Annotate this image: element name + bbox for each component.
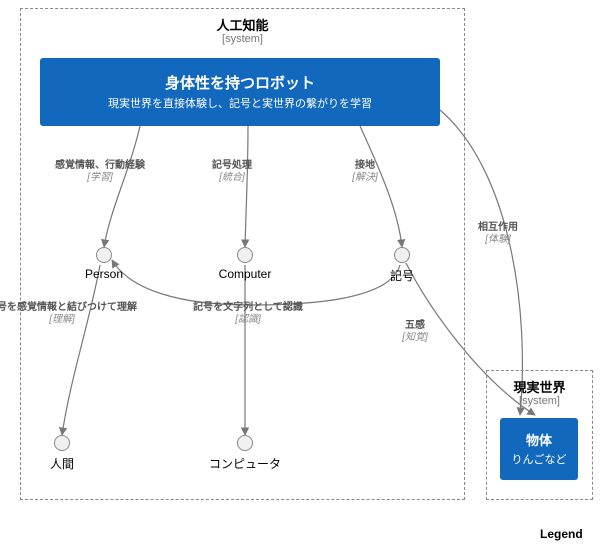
circle-computer bbox=[237, 247, 253, 263]
system-ai-title: 人工知能 bbox=[21, 15, 464, 34]
legend-label: Legend bbox=[540, 527, 583, 541]
circle-human-label: 人間 bbox=[12, 455, 112, 472]
circle-comp2-label: コンピュータ bbox=[195, 455, 295, 472]
node-object-title: 物体 bbox=[526, 430, 552, 449]
circle-human bbox=[54, 435, 70, 451]
circle-symbol-label: 記号 bbox=[352, 267, 452, 284]
system-world-title: 現実世界 bbox=[487, 377, 592, 396]
circle-person bbox=[96, 247, 112, 263]
circle-comp2 bbox=[237, 435, 253, 451]
circle-symbol bbox=[394, 247, 410, 263]
circle-person-label: Person bbox=[54, 267, 154, 281]
node-robot-sub: 現実世界を直接体験し、記号と実世界の繋がりを学習 bbox=[108, 97, 372, 111]
system-ai-subtype: [system] bbox=[21, 33, 464, 45]
node-object-sub: りんごなど bbox=[512, 453, 567, 467]
system-world-subtype: [system] bbox=[487, 395, 592, 407]
node-robot: 身体性を持つロボット 現実世界を直接体験し、記号と実世界の繋がりを学習 bbox=[40, 58, 440, 126]
node-object: 物体 りんごなど bbox=[500, 418, 578, 480]
diagram-canvas: 人工知能 [system] 現実世界 [system] 身体性を持つロボット 現… bbox=[0, 0, 609, 555]
node-robot-title: 身体性を持つロボット bbox=[165, 72, 315, 93]
circle-computer-label: Computer bbox=[195, 267, 295, 281]
